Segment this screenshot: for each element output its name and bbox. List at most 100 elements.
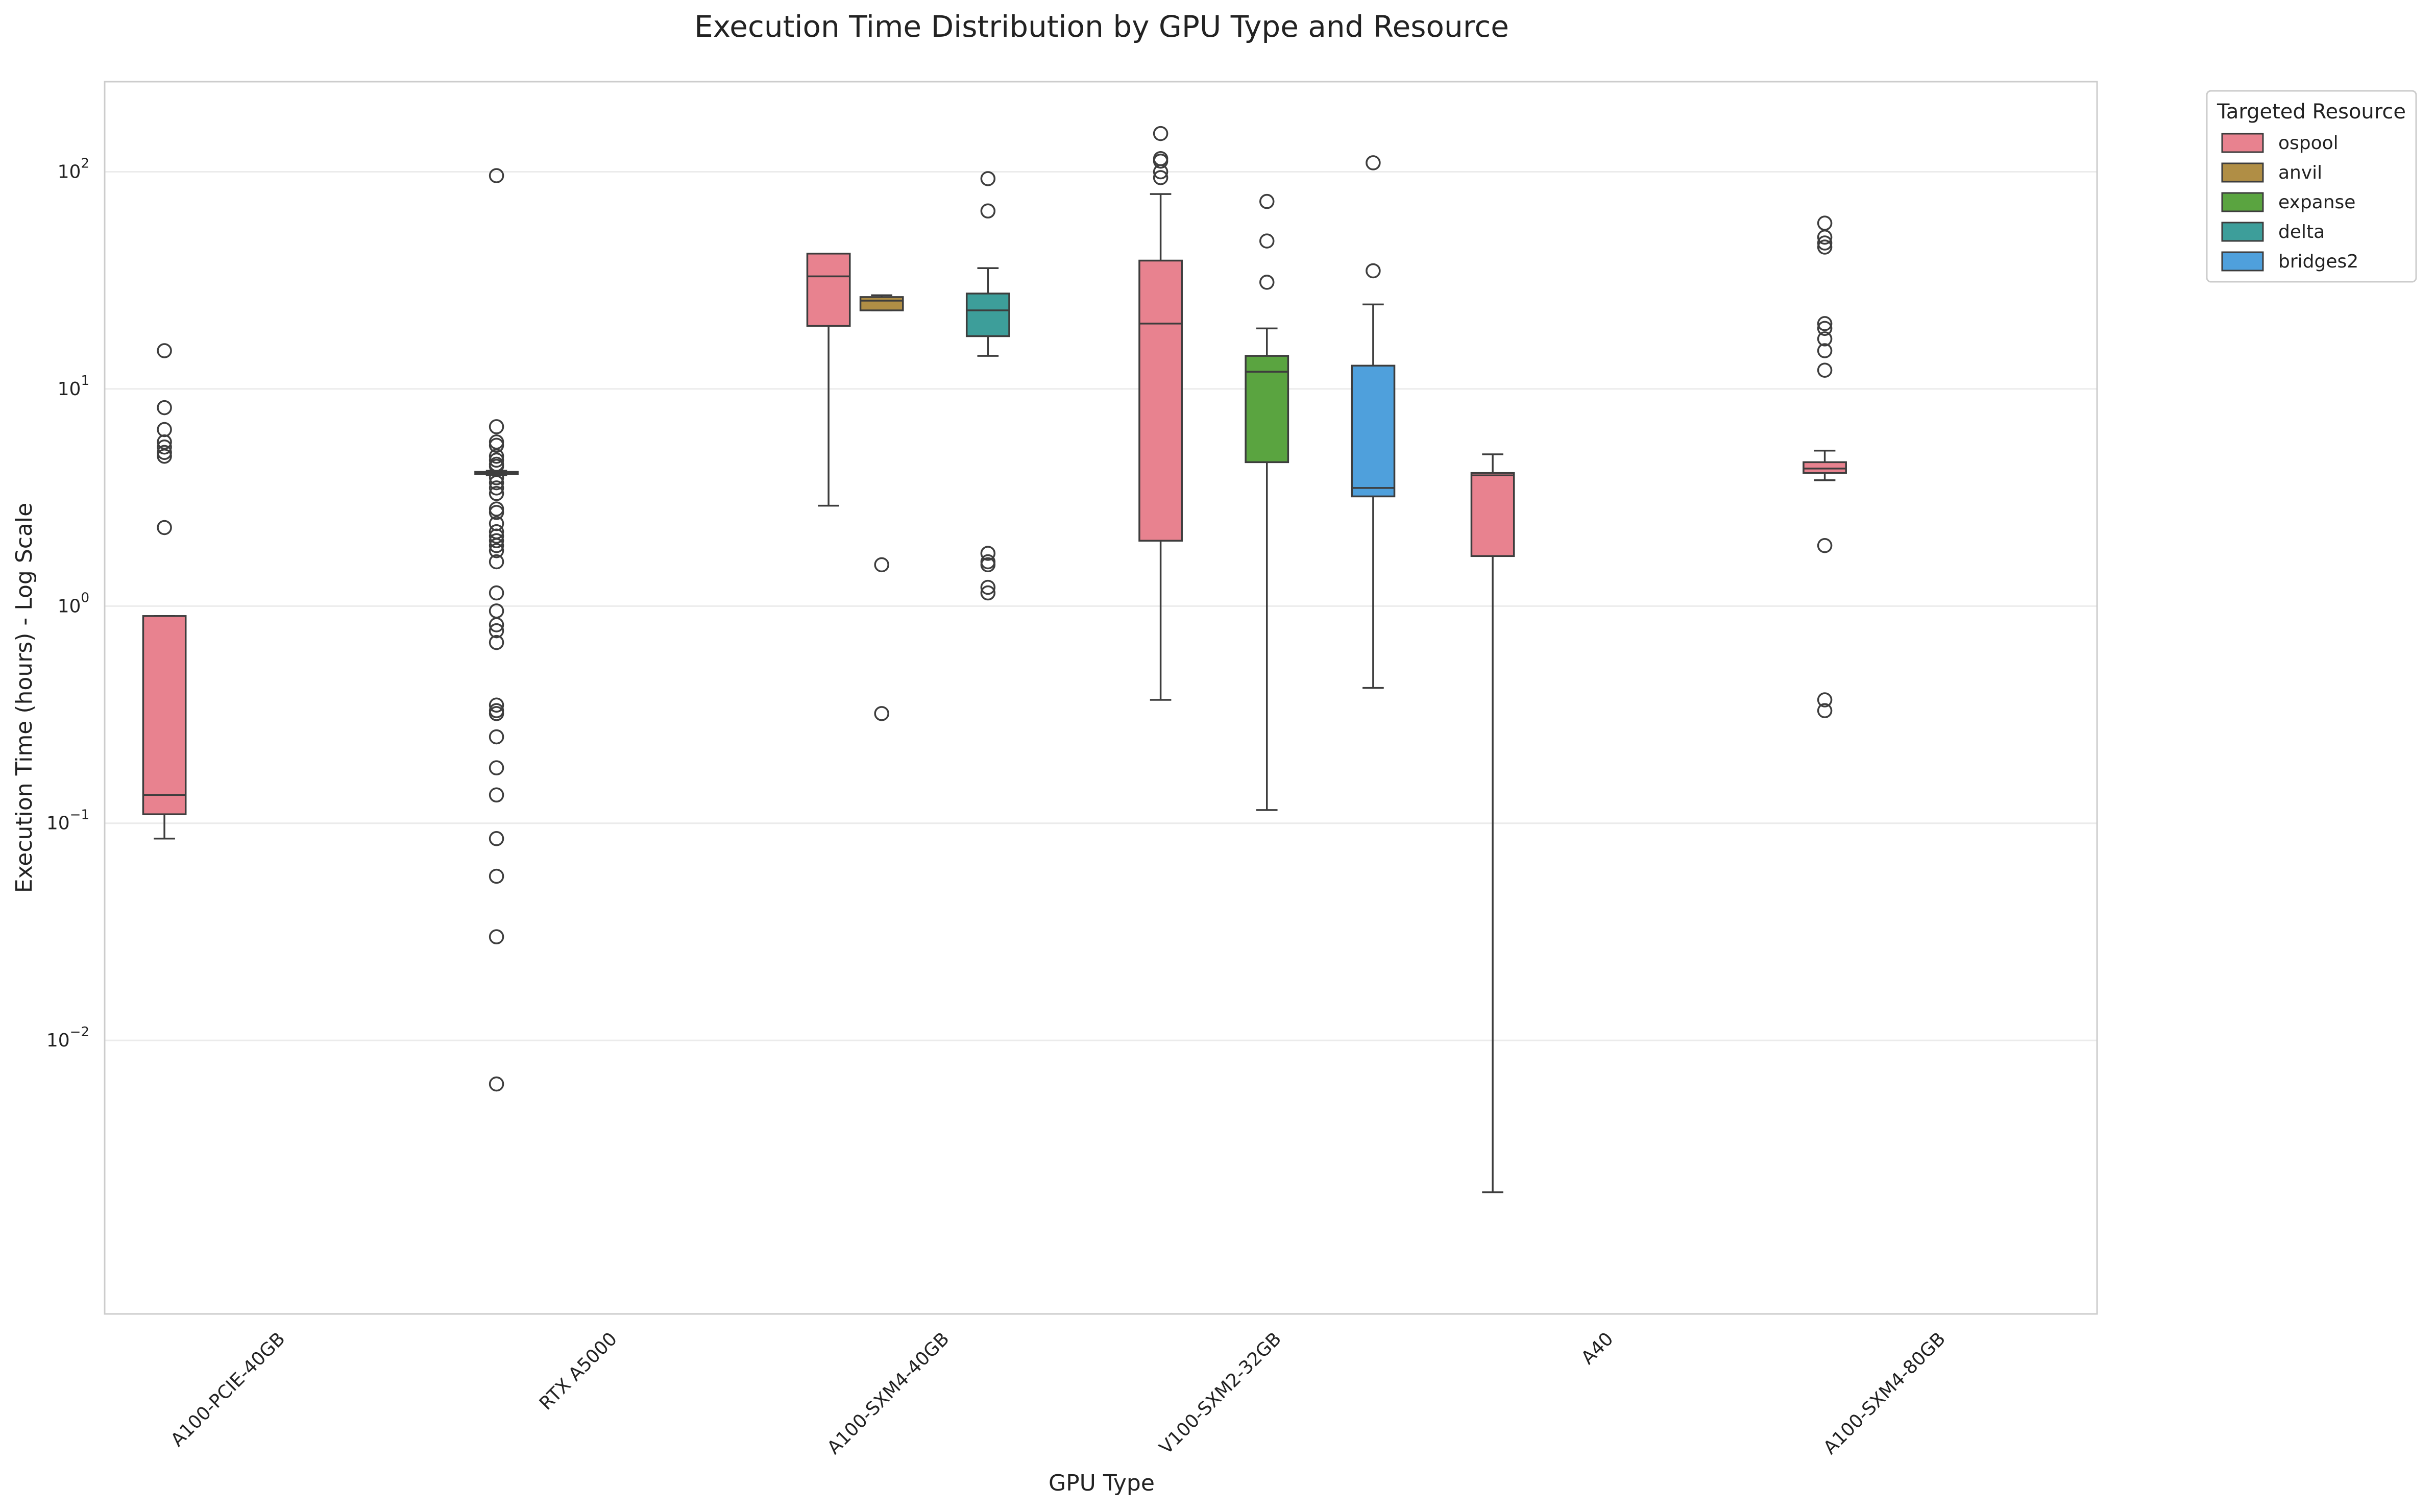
plot-area-frame: [104, 81, 2098, 1315]
outlier-point: [489, 480, 504, 496]
outlier-point: [489, 528, 504, 544]
box-iqr: [1138, 259, 1183, 542]
outlier-point: [1817, 239, 1833, 255]
legend-entries: ospool anvil expanse delta bridges2: [2221, 133, 2358, 272]
y-tick-exponent: 2: [81, 156, 89, 172]
outlier-point: [489, 448, 504, 464]
outlier-point: [1153, 126, 1168, 141]
plot-area-background: [105, 82, 2097, 1314]
outlier-point: [157, 448, 172, 464]
outlier-point: [1817, 229, 1833, 245]
outlier-point: [1817, 321, 1833, 336]
x-axis-label: GPU Type: [1049, 1470, 1155, 1496]
legend-swatch: [2221, 133, 2264, 153]
box-iqr: [859, 296, 904, 311]
outlier-point: [489, 475, 504, 491]
outlier-point: [489, 419, 504, 434]
outlier-point: [980, 171, 996, 186]
outlier-point: [1817, 331, 1833, 347]
outlier-point: [489, 585, 504, 601]
outlier-point: [489, 543, 504, 558]
box-V100-SXM2-32GB-expanse: [1245, 193, 1289, 811]
outlier-point: [489, 486, 504, 501]
outlier-point: [489, 831, 504, 846]
outlier-point: [489, 554, 504, 570]
outlier-point: [980, 557, 996, 573]
box-iqr: [1245, 355, 1289, 464]
y-gridlines: [105, 171, 2097, 1041]
legend-entry-delta: delta: [2221, 222, 2325, 242]
outlier-point: [157, 520, 172, 535]
y-tick-label: 10−2: [46, 1025, 89, 1051]
outlier-point: [489, 635, 504, 650]
outlier-point: [874, 706, 889, 721]
outlier-point: [1366, 263, 1381, 279]
box-iqr: [1470, 472, 1515, 557]
box-V100-SXM2-32GB-bridges2: [1351, 155, 1396, 689]
box-iqr: [806, 253, 851, 327]
legend-swatch: [2221, 162, 2264, 183]
y-tick-exponent: −1: [70, 808, 89, 823]
outlier-point: [489, 538, 504, 553]
legend-entry-ospool: ospool: [2221, 133, 2339, 154]
outlier-point: [980, 203, 996, 219]
y-tick-base: 10: [58, 596, 81, 617]
legend-swatch: [2221, 222, 2264, 242]
legend-label: ospool: [2278, 133, 2339, 154]
outlier-point: [489, 437, 504, 453]
outlier-point: [489, 533, 504, 549]
outlier-point: [489, 452, 504, 468]
y-tick-label: 101: [58, 373, 89, 400]
outlier-point: [1366, 155, 1381, 170]
outlier-point: [489, 458, 504, 474]
box-iqr: [1351, 364, 1396, 498]
outlier-point: [489, 697, 504, 713]
y-tick-exponent: 0: [81, 590, 89, 605]
y-tick-base: 10: [58, 162, 81, 183]
legend: Targeted Resource ospool anvil expanse delt…: [2206, 90, 2417, 283]
outlier-point: [1259, 275, 1275, 290]
outlier-point: [1817, 235, 1833, 251]
outlier-point: [1817, 343, 1833, 358]
legend-swatch: [2221, 251, 2264, 272]
outlier-point: [489, 617, 504, 632]
outlier-point: [157, 440, 172, 455]
y-tick-exponent: 1: [81, 373, 89, 388]
chart-title: Execution Time Distribution by GPU Type …: [694, 9, 1509, 44]
box-A100-SXM4-40GB-ospool: [806, 253, 851, 507]
outlier-point: [1153, 170, 1168, 185]
y-axis-label: Execution Time (hours) - Log Scale: [11, 503, 37, 893]
outlier-point: [1817, 316, 1833, 331]
y-tick-base: 10: [46, 813, 70, 834]
outlier-point: [157, 445, 172, 460]
outlier-point: [980, 579, 996, 595]
box-RTX A5000-ospool: [474, 168, 519, 1092]
box-V100-SXM2-32GB-ospool: [1138, 126, 1183, 701]
outlier-point: [157, 400, 172, 416]
box-iqr: [142, 615, 187, 815]
outlier-point: [489, 729, 504, 745]
box-iqr: [1803, 461, 1847, 474]
outlier-point: [489, 505, 504, 520]
outlier-point: [489, 623, 504, 639]
box-A100-SXM4-80GB-ospool: [1803, 215, 1847, 718]
y-tick-exponent: −2: [70, 1025, 89, 1040]
outlier-point: [489, 868, 504, 884]
legend-swatch: [2221, 192, 2264, 212]
box-A40-ospool: [1470, 453, 1515, 1193]
outlier-point: [489, 1076, 504, 1092]
outlier-point: [1817, 362, 1833, 378]
outlier-point: [489, 929, 504, 944]
box-layer: [142, 126, 1847, 1193]
legend-title: Targeted Resource: [2217, 100, 2406, 124]
outlier-point: [1817, 692, 1833, 708]
y-tick-base: 10: [46, 1030, 70, 1051]
outlier-point: [1817, 538, 1833, 553]
outlier-point: [1259, 233, 1275, 249]
outlier-point: [1153, 164, 1168, 180]
outlier-point: [980, 546, 996, 561]
legend-entry-bridges2: bridges2: [2221, 251, 2358, 272]
outlier-point: [157, 434, 172, 450]
outlier-point: [489, 168, 504, 183]
